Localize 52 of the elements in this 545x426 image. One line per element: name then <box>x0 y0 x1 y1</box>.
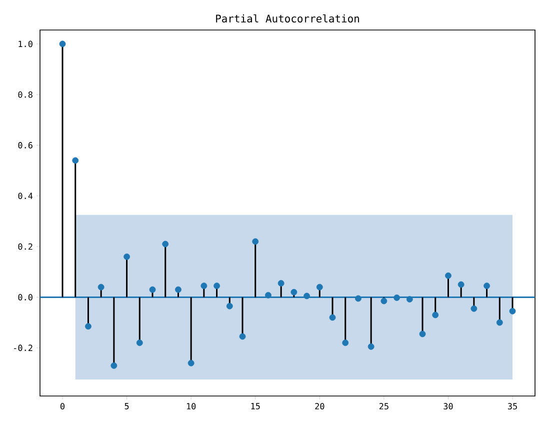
point <box>98 284 104 290</box>
point <box>278 280 284 286</box>
point <box>342 340 349 346</box>
x-tick-label: 35 <box>508 403 517 410</box>
point <box>484 282 490 290</box>
chart-title: Partial Autocorrelation <box>216 14 359 22</box>
point <box>290 288 298 296</box>
point <box>304 292 310 300</box>
x-tick-label: 20 <box>315 403 324 410</box>
y-tick-label: 1.0 <box>18 40 32 48</box>
x-tick-label: 10 <box>186 403 196 410</box>
point <box>252 238 259 245</box>
point <box>175 286 182 293</box>
y-tick-label: 0.4 <box>18 192 33 200</box>
point <box>110 362 118 369</box>
point <box>124 253 130 260</box>
point <box>394 294 400 301</box>
point <box>329 314 336 321</box>
point <box>419 330 426 338</box>
point <box>470 305 478 312</box>
y-tick-label: 0.2 <box>18 243 32 250</box>
x-tick-label: 30 <box>444 403 453 410</box>
point <box>72 157 79 164</box>
x-tick-label: 0 <box>60 403 65 410</box>
y-tick-label: 0.6 <box>18 142 32 148</box>
point <box>496 319 503 326</box>
y-tick-label: 0.8 <box>18 91 32 98</box>
point <box>136 340 143 346</box>
point <box>59 40 66 48</box>
point <box>265 292 272 298</box>
y-tick-label: 0.0 <box>18 294 32 300</box>
point <box>149 286 156 293</box>
point <box>188 360 194 366</box>
point <box>432 312 439 318</box>
point <box>380 298 388 304</box>
point <box>239 333 246 340</box>
point <box>445 272 452 279</box>
point <box>214 282 220 290</box>
point <box>509 308 516 314</box>
x-tick-label: 15 <box>251 403 260 410</box>
x-tick-label: 25 <box>379 403 388 410</box>
point <box>458 281 464 288</box>
point <box>368 343 374 350</box>
point <box>226 302 233 310</box>
point <box>85 323 92 330</box>
point <box>406 296 413 302</box>
point <box>316 284 323 290</box>
x-tick-label: 5 <box>124 403 129 410</box>
point <box>162 240 169 248</box>
point <box>355 295 362 302</box>
y-tick-label: -0.2 <box>14 344 32 352</box>
point <box>200 282 208 290</box>
